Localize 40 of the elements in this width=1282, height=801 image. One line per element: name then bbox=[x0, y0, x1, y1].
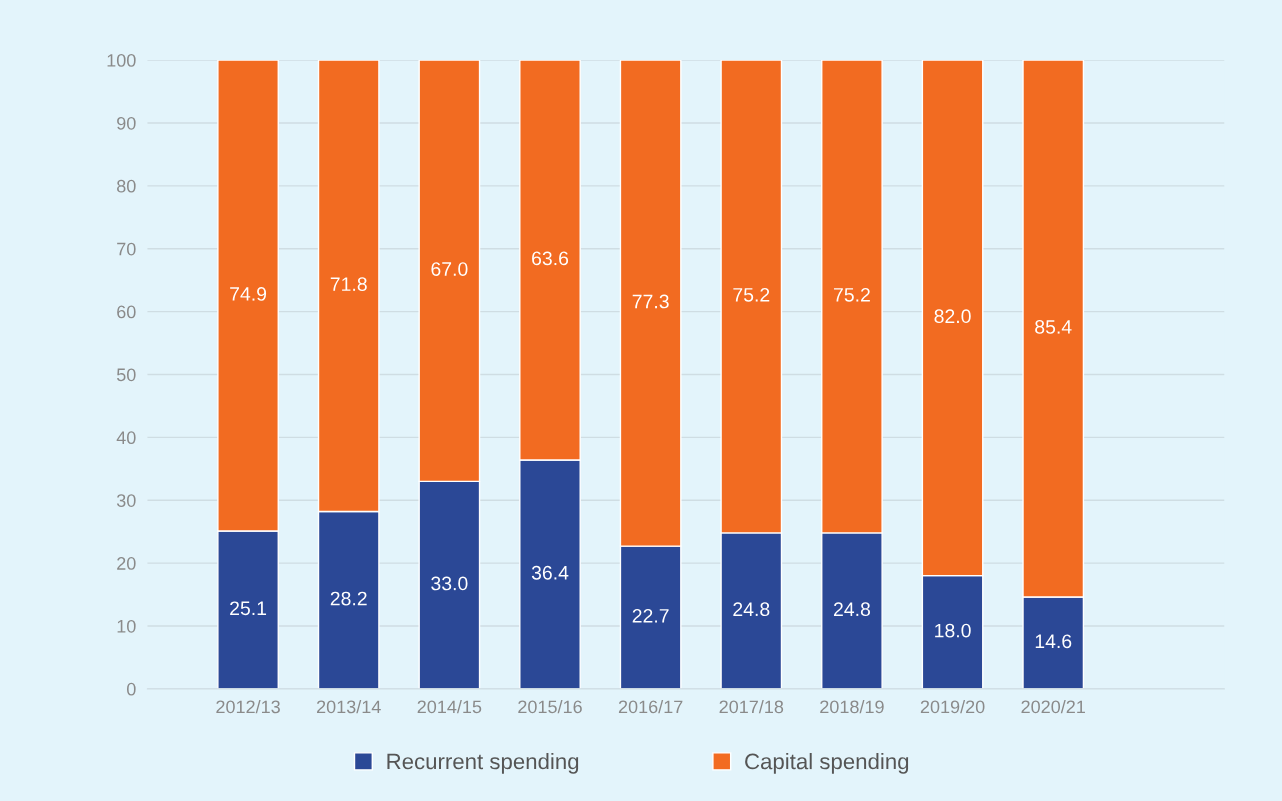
x-tick-label: 2020/21 bbox=[1021, 699, 1085, 714]
data-label: 14.6 bbox=[1035, 634, 1072, 649]
data-label: 22.7 bbox=[632, 608, 669, 623]
data-label: 74.9 bbox=[230, 287, 267, 301]
x-tick-label: 2012/13 bbox=[216, 699, 280, 714]
data-label: 24.8 bbox=[833, 602, 871, 617]
data-label: 18.0 bbox=[935, 623, 971, 638]
y-tick-label: 60 bbox=[117, 305, 136, 319]
y-tick-label: 50 bbox=[116, 368, 136, 382]
data-label: 85.4 bbox=[1035, 320, 1072, 334]
x-tick-label: 2018/19 bbox=[820, 699, 884, 714]
y-tick-label: 20 bbox=[117, 557, 136, 570]
data-label: 36.4 bbox=[531, 565, 569, 580]
x-tick-label: 2014/15 bbox=[417, 699, 482, 714]
data-label: 75.2 bbox=[834, 287, 870, 302]
y-tick-label: 80 bbox=[117, 179, 136, 193]
x-tick-label: 2017/18 bbox=[719, 699, 784, 714]
y-tick-label: 30 bbox=[116, 494, 136, 507]
y-tick-label: 90 bbox=[117, 116, 136, 130]
data-label: 71.8 bbox=[330, 277, 367, 292]
data-label: 63.6 bbox=[532, 251, 569, 266]
x-tick-label: 2015/16 bbox=[518, 699, 582, 714]
data-label: 25.1 bbox=[230, 601, 267, 616]
legend-label: Capital spending bbox=[745, 752, 909, 774]
data-label: 75.2 bbox=[733, 287, 770, 302]
data-label: 24.8 bbox=[733, 602, 770, 617]
y-tick-label: 70 bbox=[117, 242, 136, 256]
y-tick-label: 100 bbox=[107, 54, 136, 67]
y-tick-label: 10 bbox=[117, 619, 136, 633]
data-label: 28.2 bbox=[330, 591, 367, 606]
legend-label: Recurrent spending bbox=[387, 752, 579, 774]
data-label: 77.3 bbox=[632, 294, 669, 309]
x-tick-label: 2016/17 bbox=[618, 699, 683, 714]
x-tick-label: 2019/20 bbox=[920, 699, 985, 714]
data-label: 33.0 bbox=[431, 576, 468, 591]
y-tick-label: 40 bbox=[116, 431, 136, 445]
y-tick-label: 0 bbox=[126, 682, 136, 696]
x-tick-label: 2013/14 bbox=[316, 699, 381, 714]
data-label: 82.0 bbox=[934, 309, 971, 324]
data-label: 67.0 bbox=[431, 262, 468, 276]
